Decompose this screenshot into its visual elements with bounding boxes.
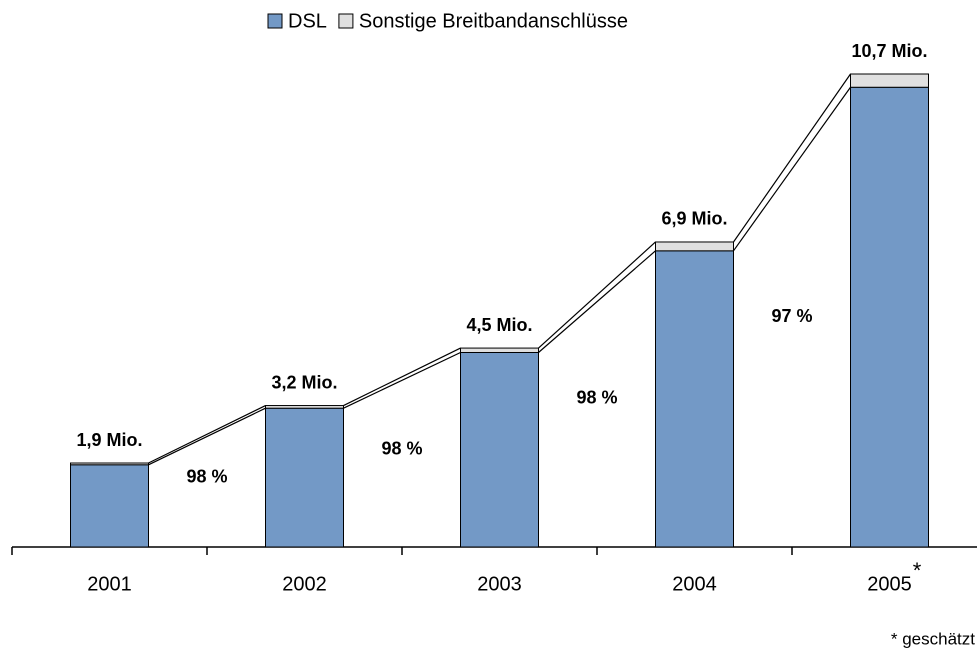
- legend-label: DSL: [288, 10, 327, 32]
- share-label: 97 %: [771, 306, 812, 326]
- bar-segment: [655, 241, 734, 252]
- share-label: 98 %: [186, 466, 227, 486]
- connector-dsl: [733, 86, 851, 252]
- bar-segment: [655, 250, 734, 548]
- connector-total: [343, 347, 461, 407]
- connector-dsl: [148, 407, 266, 466]
- bar-segment: [70, 462, 149, 466]
- bar-segment: [265, 405, 344, 409]
- bar-segment: [850, 73, 929, 88]
- category-label: 2004: [672, 573, 717, 595]
- total-label: 10,7 Mio.: [851, 41, 927, 61]
- total-label: 3,2 Mio.: [271, 372, 337, 392]
- connector-total: [148, 405, 266, 464]
- legend-swatch: [267, 13, 283, 29]
- connector-total: [538, 241, 656, 349]
- connector-dsl: [538, 250, 656, 353]
- share-label: 98 %: [381, 438, 422, 458]
- legend-label: Sonstige Breitbandanschlüsse: [359, 10, 628, 32]
- bar-segment: [850, 86, 929, 548]
- share-label: 98 %: [576, 388, 617, 408]
- bar-segment: [265, 407, 344, 548]
- category-label: 2002: [282, 573, 327, 595]
- bar-segment: [460, 351, 539, 548]
- total-label: 1,9 Mio.: [76, 430, 142, 450]
- category-label: 2001: [87, 573, 132, 595]
- category-label: 2003: [477, 573, 522, 595]
- footnote: * geschätzt: [891, 629, 975, 648]
- total-label: 6,9 Mio.: [661, 209, 727, 229]
- total-label: 4,5 Mio.: [466, 315, 532, 335]
- estimate-marker: *: [913, 558, 922, 583]
- connector-total: [733, 73, 851, 243]
- connector-dsl: [343, 351, 461, 409]
- category-label: 2005: [867, 573, 912, 595]
- legend-swatch: [338, 13, 354, 29]
- bar-segment: [70, 464, 149, 548]
- bar-segment: [460, 347, 539, 353]
